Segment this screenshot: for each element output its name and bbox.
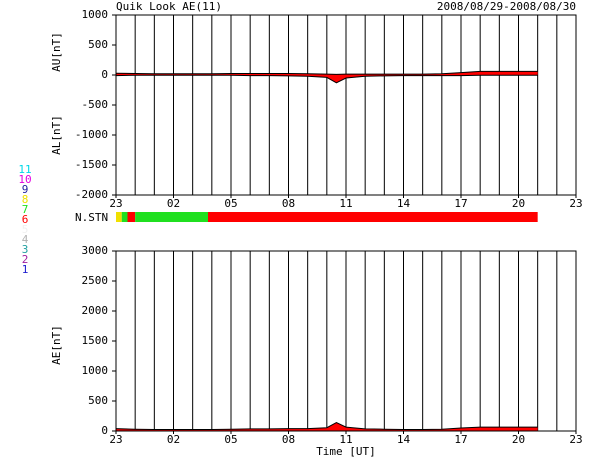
station-segment <box>135 212 208 222</box>
y-tick-label: -500 <box>82 98 109 111</box>
legend-label: 3 <box>22 243 29 256</box>
station-segment <box>208 212 538 222</box>
x-tick-label: 23 <box>109 433 122 446</box>
station-segment <box>127 212 136 222</box>
legend-label: 2 <box>22 253 29 266</box>
y-tick-label: 2000 <box>82 304 109 317</box>
legend-label: 10 <box>18 173 31 186</box>
x-tick-label: 11 <box>339 433 352 446</box>
y-tick-label: 500 <box>88 38 108 51</box>
y-tick-label: 1000 <box>82 364 109 377</box>
station-segment <box>121 212 128 222</box>
x-tick-label: 14 <box>397 433 411 446</box>
area <box>116 75 538 83</box>
x-tick-label: 05 <box>224 433 237 446</box>
date-range: 2008/08/29-2008/08/30 <box>437 0 576 13</box>
legend-label: 5 <box>22 223 29 236</box>
area <box>116 422 538 431</box>
y-axis-title: AU[nT] <box>50 32 63 72</box>
y-tick-label: 1000 <box>82 8 109 21</box>
x-tick-label: 05 <box>224 197 237 210</box>
legend-label: 6 <box>22 213 29 226</box>
y-tick-label: 2500 <box>82 274 109 287</box>
x-tick-label: 20 <box>512 433 525 446</box>
x-tick-label: 11 <box>339 197 352 210</box>
y-tick-label: -2000 <box>75 188 108 201</box>
line <box>115 70 538 75</box>
x-tick-label: 23 <box>569 197 582 210</box>
x-tick-label: 02 <box>167 197 180 210</box>
station-segment <box>116 212 122 222</box>
x-tick-label: 20 <box>512 197 525 210</box>
y-tick-label: 0 <box>101 68 108 81</box>
legend-label: 1 <box>22 263 29 276</box>
legend-label: 11 <box>18 163 31 176</box>
y-tick-label: -1500 <box>75 158 108 171</box>
legend-label: 4 <box>22 233 29 246</box>
y-axis-title: AL[nT] <box>50 115 63 155</box>
x-axis-title: Time [UT] <box>316 445 376 458</box>
line <box>115 74 538 84</box>
stn-label: N.STN <box>75 211 108 224</box>
y-tick-label: 1500 <box>82 334 109 347</box>
x-tick-label: 08 <box>282 197 295 210</box>
line <box>115 422 538 430</box>
legend-label: 9 <box>22 183 29 196</box>
x-tick-label: 23 <box>569 433 582 446</box>
chart-title: Quik Look AE(11) <box>116 0 222 13</box>
y-tick-label: 0 <box>101 424 108 437</box>
x-tick-label: 23 <box>109 197 122 210</box>
x-tick-label: 17 <box>454 197 467 210</box>
legend-label: 7 <box>22 203 29 216</box>
x-tick-label: 17 <box>454 433 467 446</box>
x-tick-label: 14 <box>397 197 411 210</box>
y-axis-title: AE[nT] <box>50 325 63 365</box>
y-tick-label: -1000 <box>75 128 108 141</box>
y-tick-label: 500 <box>88 394 108 407</box>
x-tick-label: 02 <box>167 433 180 446</box>
x-tick-label: 08 <box>282 433 295 446</box>
y-tick-label: 3000 <box>82 244 109 257</box>
legend-label: 8 <box>22 193 29 206</box>
